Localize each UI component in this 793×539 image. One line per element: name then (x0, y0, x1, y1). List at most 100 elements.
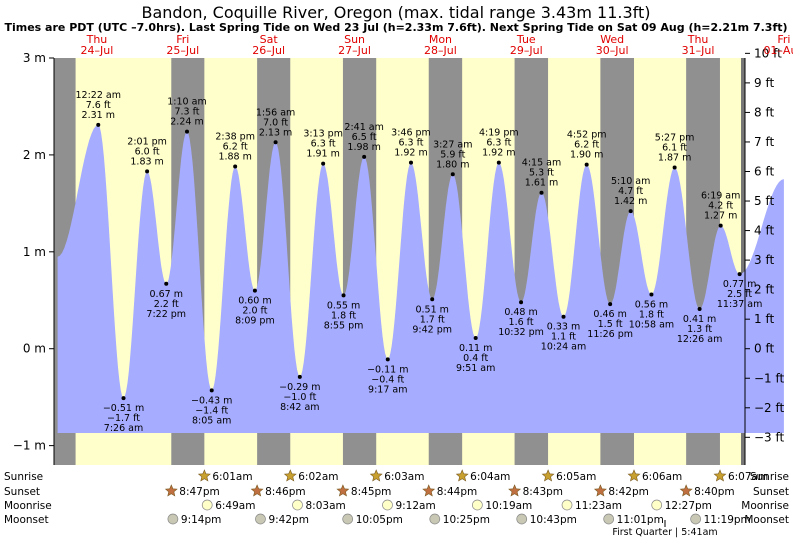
moonset-icon (429, 513, 441, 525)
tide-height-m: 1.83 m (130, 156, 163, 167)
tide-point (341, 293, 346, 298)
moonset-icon (255, 513, 266, 525)
moonset-icon (690, 513, 701, 525)
moonrise-icon (201, 499, 213, 511)
sunset-time: 8:43pm (523, 486, 563, 498)
moonset-icon (342, 513, 354, 525)
tide-point (430, 297, 435, 302)
tide-height-m: 0.33 m (547, 322, 580, 333)
tide-time: 7:22 pm (146, 309, 186, 320)
tide-height-m: 1.92 m (394, 148, 427, 159)
tide-height-m: 0.55 m (327, 300, 360, 311)
row-label-right: Sunset (753, 486, 789, 498)
tide-point (96, 122, 101, 127)
tide-height-ft: 1.1 ft (551, 332, 576, 343)
tide-point (496, 160, 501, 165)
tide-point (718, 223, 723, 228)
day-name: Fri (777, 33, 790, 46)
moonrise-icon (472, 499, 483, 511)
row-label-left: Sunrise (4, 471, 43, 483)
tide-point (385, 357, 390, 362)
tide-time: 3:27 am (433, 139, 472, 150)
tide-point (321, 161, 326, 166)
tide-height-ft: −0.4 ft (371, 374, 404, 385)
moonset-time: 10:43pm (530, 514, 577, 526)
tide-time: 2:01 pm (127, 136, 167, 147)
row-label-left: Moonrise (4, 500, 52, 512)
tide-height-m: 0.41 m (683, 314, 716, 325)
tide-point (584, 162, 589, 167)
tide-time: 5:27 pm (655, 133, 695, 144)
tide-point (145, 169, 150, 174)
tide-height-ft: 6.2 ft (574, 140, 599, 151)
tide-height-m: 0.67 m (150, 289, 183, 300)
moonset-icon (167, 513, 179, 525)
y-right-tick-label: 0 ft (754, 342, 774, 356)
tide-height-ft: 2.0 ft (242, 306, 267, 317)
tide-height-ft: 5.3 ft (529, 168, 554, 179)
tide-height-ft: 1.8 ft (331, 310, 356, 321)
tide-time: 10:32 pm (498, 327, 544, 338)
day-date: 31–Jul (682, 44, 715, 57)
sunrise-time: 6:06am (642, 471, 682, 483)
tide-point (362, 154, 367, 159)
y-right-tick-label: 5 ft (754, 194, 774, 208)
moonrise-time: 6:49am (215, 500, 255, 512)
y-right-tick-label: 3 ft (754, 253, 774, 267)
moonrise-time: 10:19am (485, 500, 532, 512)
tide-height-m: 1.87 m (658, 153, 691, 164)
day-name: Sat (260, 33, 279, 46)
sunset-time: 8:45pm (351, 486, 391, 498)
tide-time: 9:42 pm (412, 324, 452, 335)
tide-height-ft: 6.3 ft (398, 138, 423, 149)
y-tick-label: 2 m (23, 148, 46, 162)
y-right-tick-label: 8 ft (754, 105, 774, 119)
row-label-right: Moonset (744, 514, 789, 526)
tide-height-m: −0.29 m (279, 382, 320, 393)
tide-time: 5:10 am (611, 176, 650, 187)
sunrise-icon (455, 469, 469, 482)
tide-height-ft: 6.2 ft (223, 142, 248, 153)
tide-height-ft: 7.6 ft (86, 100, 111, 111)
tide-time: 11:37 am (717, 299, 762, 310)
tide-height-ft: 7.3 ft (174, 107, 199, 118)
day-name: Fri (176, 33, 189, 46)
tide-height-ft: 5.9 ft (440, 149, 465, 160)
moonset-time: 10:25pm (443, 514, 490, 526)
tide-height-m: −0.51 m (103, 403, 144, 414)
y-tick-label: 0 m (23, 342, 46, 356)
tide-point (672, 165, 677, 170)
tide-point (273, 140, 278, 145)
moonset-time: 11:01pm (617, 514, 664, 526)
tide-time: 4:52 pm (567, 130, 607, 141)
sunrise-icon (283, 469, 297, 482)
sunset-icon (508, 484, 522, 497)
moonrise-icon (292, 499, 303, 511)
row-label-left: Sunset (4, 486, 40, 498)
tide-height-ft: 4.2 ft (708, 201, 733, 212)
tide-time: 8:05 am (192, 415, 231, 426)
tide-point (121, 396, 126, 401)
tide-height-m: 1.92 m (482, 148, 515, 159)
row-label-right: Sunrise (750, 471, 789, 483)
tide-height-m: 1.88 m (218, 152, 251, 163)
tide-time: 8:55 pm (324, 320, 364, 331)
tide-point (473, 336, 478, 341)
sunset-icon (679, 484, 693, 497)
tide-height-ft: 7.0 ft (263, 117, 288, 128)
sunset-time: 8:46pm (265, 486, 305, 498)
tide-point (252, 288, 257, 293)
tide-time: 6:19 am (701, 191, 740, 202)
tide-height-m: 0.60 m (238, 296, 271, 307)
plot-frame (53, 58, 746, 465)
tide-height-m: 2.31 m (82, 110, 115, 121)
moonrise-icon (651, 499, 663, 511)
day-date: 24–Jul (81, 44, 114, 57)
sunset-time: 8:47pm (179, 486, 219, 498)
day-date: 30–Jul (596, 44, 629, 57)
y-tick-label: 3 m (23, 51, 46, 65)
row-label-left: Moonset (4, 514, 49, 526)
tide-height-m: 0.11 m (459, 343, 492, 354)
day-date: 29–Jul (510, 44, 543, 57)
